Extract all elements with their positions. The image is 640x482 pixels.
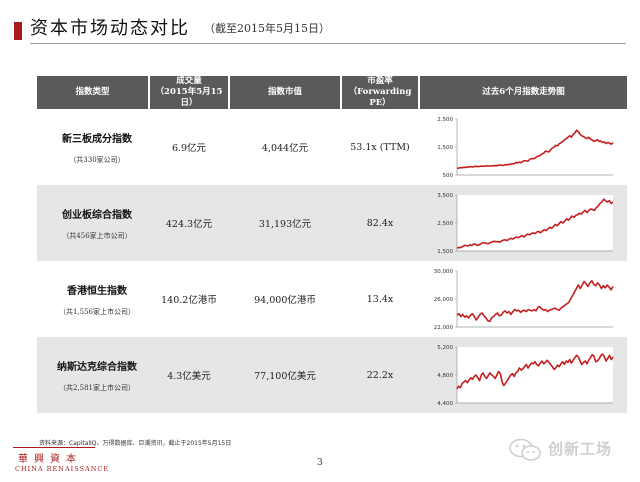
volume-cell: 424.3亿元	[149, 185, 229, 261]
y-tick-label: 26,000	[434, 297, 454, 303]
plot-area	[457, 271, 613, 327]
wechat-icon	[509, 438, 541, 461]
market-cap-cell: 4,044亿元	[229, 109, 341, 185]
market-cap-cell: 77,100亿美元	[229, 337, 341, 413]
table-row: 创业板综合指数 （共456家上市公司） 424.3亿元 31,193亿元 82.…	[37, 185, 627, 261]
y-tick-label: 1,500	[437, 249, 453, 255]
title-accent-bar	[14, 22, 22, 40]
index-name: 创业板综合指数	[62, 209, 132, 221]
trend-chart: 2,500 1,500 500	[437, 117, 614, 179]
trend-chart: 3,500 2,500 1,500	[437, 193, 614, 255]
plot-area	[457, 347, 613, 403]
market-cap-cell: 31,193亿元	[229, 185, 341, 261]
volume-cell: 140.2亿港币	[149, 261, 229, 337]
comparison-table: 指数类型 成交量 （2015年5月15日） 指数市值 市盈率 （Forwarding…	[37, 76, 627, 413]
index-name: 新三板成分指数	[62, 133, 132, 145]
plot-area	[457, 195, 613, 251]
title-bar: 资本市场动态对比 （截至2015年5月15日）	[0, 0, 640, 44]
pe-cell: 22.2x	[341, 337, 419, 413]
company-logo-cn: 華興資本	[18, 454, 82, 465]
index-company-count: （共330家公司）	[69, 155, 125, 164]
y-tick-label: 3,500	[437, 193, 453, 199]
series-line	[456, 129, 614, 170]
slide-subtitle: （截至2015年5月15日）	[204, 22, 330, 35]
header-index-type: 指数类型	[37, 76, 150, 109]
header-trend-chart: 过去6个月指数走势图	[419, 76, 627, 109]
y-tick-label: 2,500	[437, 221, 453, 227]
index-name-cell: 纳斯达克综合指数 （共2,581家上市公司）	[37, 337, 149, 413]
index-name: 纳斯达克综合指数	[57, 361, 137, 373]
source-footnote: 资料来源：CapitalIQ、万得数据库、巨潮资讯，截止于2015年5月15日	[39, 440, 232, 447]
y-tick-label: 4,800	[437, 373, 453, 379]
table-header-row: 指数类型 成交量 （2015年5月15日） 指数市值 市盈率 （Forwarding…	[37, 76, 627, 109]
table-row: 新三板成分指数 （共330家公司） 6.9亿元 4,044亿元 53.1x (T…	[37, 109, 627, 185]
trend-chart-cell: 2,500 1,500 500	[419, 109, 627, 185]
pe-cell: 53.1x (TTM)	[341, 109, 419, 185]
volume-cell: 4.3亿美元	[149, 337, 229, 413]
trend-chart-cell: 5,200 4,800 4,400	[419, 337, 627, 413]
market-cap-cell: 94,000亿港币	[229, 261, 341, 337]
index-name: 香港恒生指数	[67, 285, 127, 297]
header-market-cap: 指数市值	[229, 76, 342, 109]
company-logo-en: CHINA RENAISSANCE	[15, 465, 110, 473]
pe-cell: 82.4x	[341, 185, 419, 261]
table-row: 纳斯达克综合指数 （共2,581家上市公司） 4.3亿美元 77,100亿美元 …	[37, 337, 627, 413]
index-company-count: （共456家上市公司）	[62, 231, 132, 240]
volume-cell: 6.9亿元	[149, 109, 229, 185]
index-name-cell: 创业板综合指数 （共456家上市公司）	[37, 185, 149, 261]
y-tick-label: 4,400	[437, 401, 453, 407]
header-pe: 市盈率 （Forwarding PE）	[341, 76, 420, 109]
trend-chart-cell: 3,500 2,500 1,500	[419, 185, 627, 261]
index-name-cell: 香港恒生指数 （共1,556家上市公司）	[37, 261, 149, 337]
y-tick-label: 30,000	[434, 269, 454, 275]
series-line	[456, 279, 614, 323]
logo-divider	[13, 447, 95, 448]
y-tick-label: 1,500	[437, 145, 453, 151]
series-line	[456, 353, 614, 390]
trend-chart: 30,000 26,000 22,000	[434, 269, 614, 331]
slide-title: 资本市场动态对比	[30, 18, 190, 39]
watermark-text: 创新工场	[548, 440, 613, 458]
index-company-count: （共1,556家上市公司）	[58, 307, 136, 316]
y-tick-label: 5,200	[437, 345, 453, 351]
series-line	[456, 198, 614, 249]
trend-chart: 5,200 4,800 4,400	[437, 345, 614, 407]
watermark: 创新工场	[506, 436, 636, 462]
table-row: 香港恒生指数 （共1,556家上市公司） 140.2亿港币 94,000亿港币 …	[37, 261, 627, 337]
title-divider	[30, 43, 626, 44]
pe-cell: 13.4x	[341, 261, 419, 337]
trend-chart-cell: 30,000 26,000 22,000	[419, 261, 627, 337]
page-number: 3	[317, 458, 323, 468]
y-tick-label: 22,000	[434, 325, 454, 331]
index-company-count: （共2,581家上市公司）	[58, 383, 136, 392]
y-tick-label: 500	[443, 173, 454, 179]
y-tick-label: 2,500	[437, 117, 453, 123]
header-volume: 成交量 （2015年5月15日）	[149, 76, 230, 109]
index-name-cell: 新三板成分指数 （共330家公司）	[37, 109, 149, 185]
